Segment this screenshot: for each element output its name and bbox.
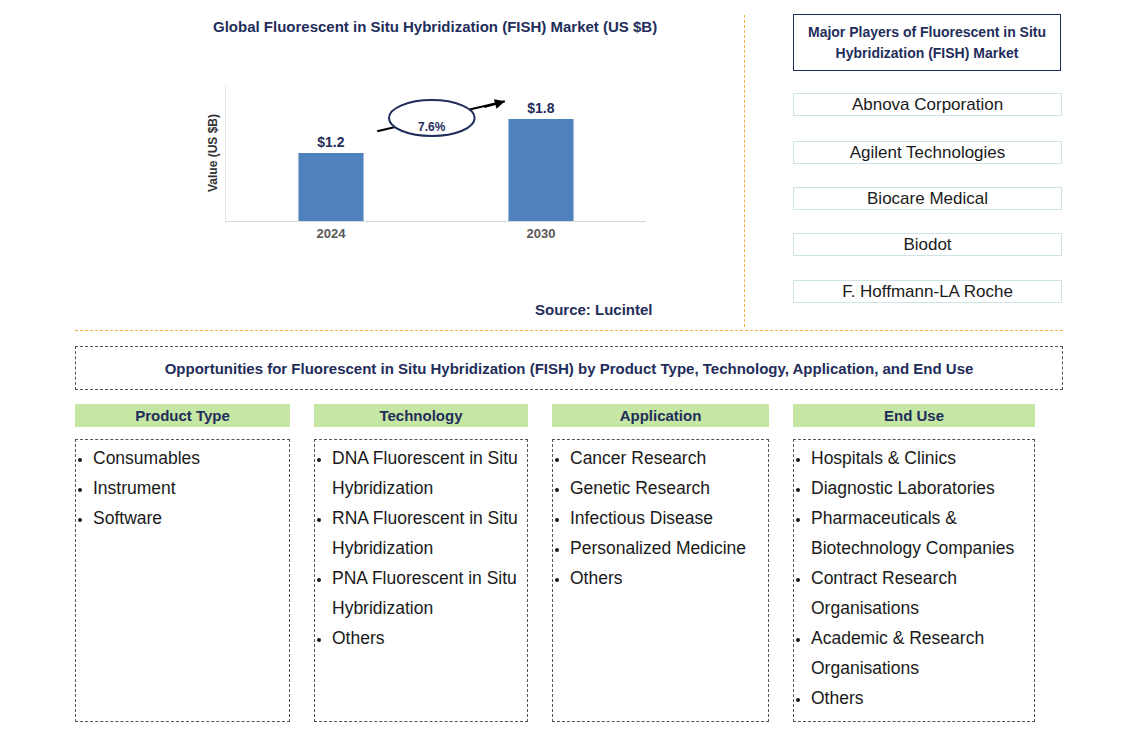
html-text:Technology: Technology xyxy=(379,407,463,424)
html-text:Abnova Corporation: Abnova Corporation xyxy=(851,94,1004,114)
html-text:Consumables: Consumables xyxy=(93,448,200,468)
html-text:Cancer Research: Cancer Research xyxy=(570,448,707,468)
html-text:Biocare Medical: Biocare Medical xyxy=(867,188,988,208)
html-text:Genetic Research: Genetic Research xyxy=(570,478,711,498)
svg-text:2030: 2030 xyxy=(527,226,556,241)
html-text:F. Hoffmann-LA Roche: F. Hoffmann-LA Roche xyxy=(842,281,1013,301)
html-text:Software: Software xyxy=(93,508,163,528)
html-text:Application: Application xyxy=(619,407,702,424)
html-text:PNA Fluorescent in Situ Hybrid: PNA Fluorescent in Situ Hybridization xyxy=(332,568,517,618)
svg-text:Value (US $B): Value (US $B) xyxy=(206,114,220,192)
svg-text:7.6%: 7.6% xyxy=(418,120,446,134)
html-text:Others: Others xyxy=(570,568,623,588)
html-text:Instrument: Instrument xyxy=(93,478,176,498)
html-text:RNA Fluorescent in Situ Hybrid: RNA Fluorescent in Situ Hybridization xyxy=(332,508,518,558)
html-text:Personalized Medicine: Personalized Medicine xyxy=(570,538,747,558)
html-text:End Use: End Use xyxy=(884,407,944,424)
svg-text:$1.2: $1.2 xyxy=(317,134,344,150)
html-text:Product Type: Product Type xyxy=(135,407,230,424)
html-text:Opportunities for Fluorescent: Opportunities for Fluorescent in Situ Hy… xyxy=(164,359,974,377)
html-text:Others: Others xyxy=(332,628,385,648)
html-text:Pharmaceuticals & Biotechnolog: Pharmaceuticals & Biotechnology Companie… xyxy=(811,508,1015,558)
html-text:Infectious Disease: Infectious Disease xyxy=(570,508,713,528)
svg-text:Global Fluorescent in Situ Hyb: Global Fluorescent in Situ Hybridization… xyxy=(213,18,657,35)
html-text:Academic & Research Organisati: Academic & Research Organisations xyxy=(811,628,985,678)
html-text:Hospitals & Clinics: Hospitals & Clinics xyxy=(811,448,956,468)
html-text:Contract Research Organisation: Contract Research Organisations xyxy=(811,568,957,618)
svg-text:$1.8: $1.8 xyxy=(527,100,554,116)
html-text:Biodot: Biodot xyxy=(903,234,952,254)
html-text:Others: Others xyxy=(811,688,864,708)
svg-text:Source: Lucintel: Source: Lucintel xyxy=(535,301,653,318)
svg-text:2024: 2024 xyxy=(317,226,347,241)
html-text:Major Players of Fluorescent i: Major Players of Fluorescent in Situ Hyb… xyxy=(808,23,1046,61)
html-text:Diagnostic Laboratories: Diagnostic Laboratories xyxy=(811,478,995,498)
html-text:Agilent Technologies: Agilent Technologies xyxy=(849,142,1006,162)
html-text:DNA Fluorescent in Situ Hybrid: DNA Fluorescent in Situ Hybridization xyxy=(332,448,518,498)
